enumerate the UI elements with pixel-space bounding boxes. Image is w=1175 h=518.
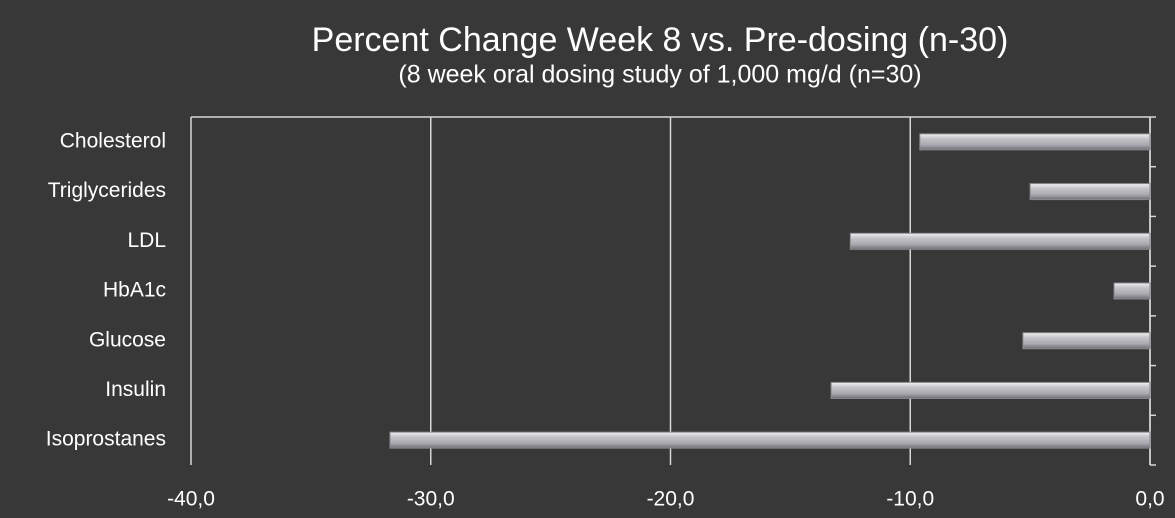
x-tick-label: -10,0: [886, 488, 934, 511]
x-tick-label: -20,0: [647, 488, 695, 511]
bar: [830, 381, 1151, 399]
y-tick-label: Isoprostanes: [46, 428, 166, 451]
x-tick-label: -40,0: [167, 488, 215, 511]
y-tick-label: Triglycerides: [48, 179, 166, 202]
chart-subtitle: (8 week oral dosing study of 1,000 mg/d …: [398, 61, 921, 89]
y-tick-label: LDL: [127, 229, 166, 252]
chart-title: Percent Change Week 8 vs. Pre-dosing (n-…: [312, 21, 1009, 59]
y-tick-label: Glucose: [89, 328, 166, 351]
bar: [849, 232, 1151, 250]
y-tick-label: Cholesterol: [60, 129, 166, 152]
x-tick-label: -30,0: [407, 488, 455, 511]
x-tick-label: 0,0: [1135, 488, 1164, 511]
bar: [919, 133, 1151, 151]
y-tick-label: Insulin: [105, 378, 166, 401]
bar: [1113, 282, 1151, 300]
y-tick-label: HbA1c: [103, 279, 166, 302]
bar: [1022, 332, 1151, 350]
bar: [1029, 183, 1151, 201]
bar: [389, 431, 1151, 449]
